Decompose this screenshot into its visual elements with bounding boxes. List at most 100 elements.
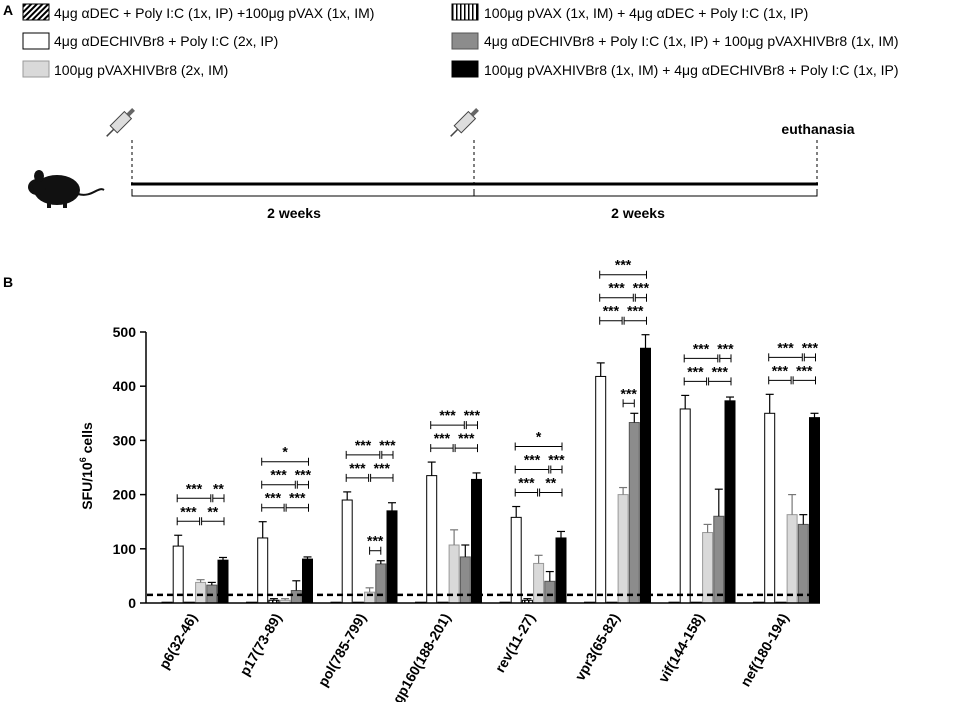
bar-light-7 [786, 514, 798, 604]
significance-label: *** [693, 340, 710, 356]
significance-label: *** [603, 303, 620, 319]
significance-label: *** [439, 407, 456, 423]
significance-label: ** [545, 475, 556, 491]
x-tick-label: rev(11-27) [492, 611, 539, 676]
interval-label: 2 weeks [267, 205, 321, 221]
significance-label: ** [213, 480, 224, 496]
significance-label: *** [270, 467, 287, 483]
bar-grey-7 [797, 523, 809, 604]
legend-text-white: 4μg αDECHIVBr8 + Poly I:C (2x, IP) [54, 33, 278, 49]
mouse-icon [28, 170, 105, 208]
x-tick-label: gp160(188-201) [389, 611, 453, 702]
x-tick-label: vpr3(65-82) [571, 611, 622, 684]
significance-label: *** [687, 363, 704, 379]
significance-label: *** [777, 339, 794, 355]
bar-grey-2 [375, 563, 387, 604]
significance-label: *** [186, 480, 203, 496]
y-tick-label: 400 [113, 378, 137, 394]
panel-a-label: A [3, 2, 13, 18]
significance-label: *** [524, 452, 541, 468]
significance-label: *** [802, 339, 819, 355]
legend-item-vert: 100μg pVAX (1x, IM) + 4μg αDEC + Poly I:… [451, 3, 808, 21]
syringe-icon [106, 108, 135, 137]
significance-label: *** [615, 257, 632, 273]
bar-white-6 [679, 408, 691, 604]
significance-label: *** [349, 460, 366, 476]
bar-grey-4 [544, 580, 556, 604]
bar-light-6 [702, 532, 714, 604]
bar-black-7 [809, 417, 820, 604]
bar-black-2 [386, 510, 398, 604]
significance-label: *** [627, 303, 644, 319]
significance-label: *** [295, 467, 312, 483]
bar-black-5 [640, 347, 651, 604]
bars [161, 347, 820, 604]
x-tick-label: pol(785-799) [314, 611, 369, 690]
y-axis: 0 100 200 300 400 500 [113, 324, 147, 611]
panel-b-label: B [3, 274, 13, 290]
bar-grey-6 [713, 515, 725, 604]
significance-label: *** [796, 362, 813, 378]
significance-label: *** [379, 437, 396, 453]
significance-annotations: *** ***** ****** ****** ****** ****** ********… [176, 257, 819, 555]
significance-label: *** [717, 340, 734, 356]
legend-item-grey: 4μg αDECHIVBr8 + Poly I:C (1x, IP) + 100… [451, 32, 899, 50]
timeline: 2 weeks 2 weeks euthanasia [28, 108, 855, 221]
significance-label: *** [458, 430, 475, 446]
legend: 4μg αDEC + Poly I:C (1x, IP) +100μg pVAX… [22, 3, 899, 78]
y-tick-label: 200 [113, 487, 137, 503]
y-tick-label: 0 [128, 595, 136, 611]
bar-white-1 [257, 537, 269, 604]
error-bars [174, 334, 819, 601]
significance-label: *** [548, 452, 565, 468]
significance-label: *** [608, 280, 625, 296]
bar-black-3 [471, 478, 482, 604]
euthanasia-label: euthanasia [781, 121, 854, 137]
significance-label: *** [772, 362, 789, 378]
bar-grey-1 [290, 590, 302, 604]
significance-label: *** [265, 490, 282, 506]
significance-label: *** [518, 475, 535, 491]
significance-label: *** [621, 385, 638, 401]
legend-text-diag: 4μg αDEC + Poly I:C (1x, IP) +100μg pVAX… [54, 5, 374, 21]
legend-swatch-white [22, 32, 50, 50]
x-tick-label: p6(32-46) [156, 611, 201, 672]
significance-label: *** [289, 490, 306, 506]
bar-light-4 [533, 562, 545, 604]
legend-text-light: 100μg pVAXHIVBr8 (2x, IM) [54, 62, 228, 78]
bar-black-6 [724, 400, 736, 604]
legend-text-grey: 4μg αDECHIVBr8 + Poly I:C (1x, IP) + 100… [484, 33, 899, 49]
legend-item-diag: 4μg αDEC + Poly I:C (1x, IP) +100μg pVAX… [22, 3, 374, 21]
bar-black-0 [217, 559, 229, 604]
significance-label: *** [180, 503, 197, 519]
bar-white-7 [764, 412, 776, 604]
bar-black-1 [302, 558, 313, 604]
interval-bracket [473, 189, 818, 197]
bar-white-3 [426, 475, 438, 604]
bar-white-2 [341, 499, 353, 604]
significance-label: * [282, 444, 288, 460]
significance-label: *** [434, 430, 451, 446]
interval-bracket [131, 189, 475, 197]
y-axis-label-tail: cells [79, 422, 95, 457]
legend-swatch-black [451, 60, 479, 78]
y-tick-label: 500 [113, 324, 137, 340]
significance-label: *** [464, 407, 481, 423]
legend-swatch-light [22, 60, 50, 78]
x-tick-label: vif(144-158) [655, 611, 707, 686]
significance-label: *** [712, 363, 729, 379]
bar-grey-5 [628, 422, 640, 604]
legend-item-black: 100μg pVAXHIVBr8 (1x, IM) + 4μg αDECHIVB… [451, 60, 899, 78]
y-axis-label-main: SFU/10 [79, 462, 95, 510]
bar-light-0 [195, 581, 207, 604]
y-axis-label: SFU/106 cells [78, 422, 95, 510]
significance-label: ** [207, 503, 218, 519]
legend-text-vert: 100μg pVAX (1x, IM) + 4μg αDEC + Poly I:… [484, 5, 808, 21]
x-tick-label: nef(180-194) [737, 611, 792, 690]
y-axis-label-sup: 6 [78, 457, 88, 462]
significance-label: *** [633, 280, 650, 296]
interval-label: 2 weeks [611, 205, 665, 221]
x-axis-labels: p6(32-46) p17(73-89) pol(785-799) gp160(188… [156, 611, 792, 702]
